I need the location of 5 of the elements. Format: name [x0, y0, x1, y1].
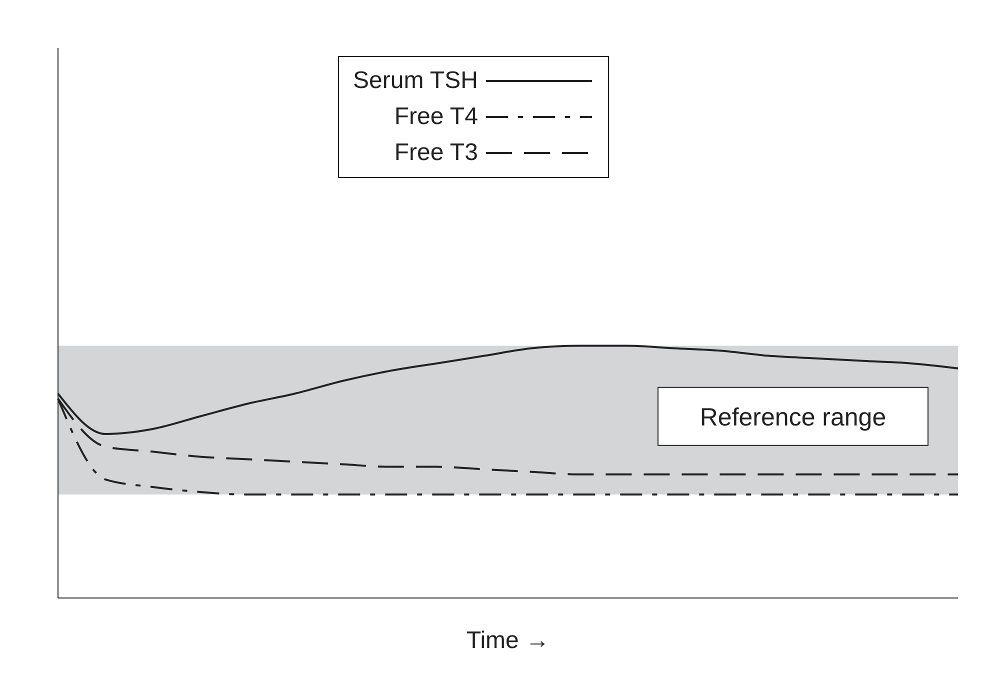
band-label: Reference range [700, 403, 886, 432]
legend-label: Free T3 [394, 139, 478, 167]
legend-label: Serum TSH [353, 67, 478, 95]
x-axis-title: Time → [466, 627, 550, 654]
legend-label: Free T4 [394, 103, 478, 131]
